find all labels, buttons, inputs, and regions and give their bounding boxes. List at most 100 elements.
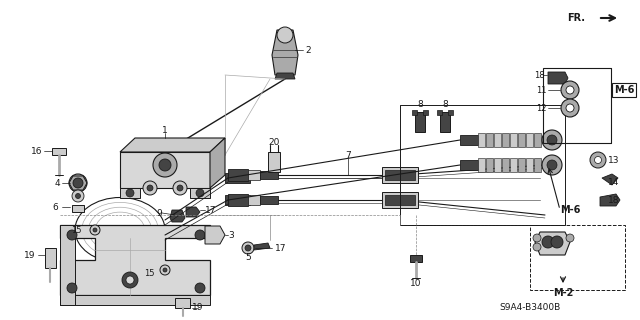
Circle shape	[242, 242, 254, 254]
Polygon shape	[382, 167, 418, 183]
Polygon shape	[205, 226, 225, 244]
Polygon shape	[460, 135, 478, 145]
Circle shape	[566, 86, 574, 94]
Circle shape	[542, 155, 562, 175]
Polygon shape	[410, 255, 422, 262]
Polygon shape	[478, 133, 485, 147]
Text: 13: 13	[608, 156, 620, 164]
Polygon shape	[486, 133, 493, 147]
Polygon shape	[502, 133, 509, 147]
Text: FR.: FR.	[567, 13, 585, 23]
Polygon shape	[510, 158, 517, 172]
Polygon shape	[60, 225, 210, 295]
Text: 2: 2	[305, 45, 310, 54]
Circle shape	[173, 181, 187, 195]
Polygon shape	[45, 248, 56, 268]
Text: 15: 15	[145, 268, 155, 277]
Polygon shape	[385, 195, 415, 205]
Circle shape	[533, 243, 541, 251]
Circle shape	[126, 276, 134, 284]
Polygon shape	[52, 148, 66, 155]
Circle shape	[126, 189, 134, 197]
Polygon shape	[534, 158, 541, 172]
Polygon shape	[248, 170, 260, 180]
Polygon shape	[225, 195, 250, 205]
Polygon shape	[228, 169, 248, 181]
Polygon shape	[518, 158, 525, 172]
Polygon shape	[526, 133, 533, 147]
Circle shape	[177, 185, 183, 191]
Text: M-2: M-2	[553, 288, 573, 298]
Circle shape	[595, 156, 602, 164]
Polygon shape	[72, 205, 84, 212]
Text: M-6: M-6	[614, 85, 634, 95]
Polygon shape	[272, 30, 298, 75]
Polygon shape	[385, 170, 415, 180]
Text: 6: 6	[52, 203, 58, 212]
Polygon shape	[260, 171, 278, 179]
Polygon shape	[486, 158, 493, 172]
Circle shape	[590, 152, 606, 168]
Polygon shape	[602, 174, 618, 185]
Text: 8: 8	[417, 100, 423, 108]
Polygon shape	[186, 207, 200, 217]
Bar	[543, 68, 611, 143]
Circle shape	[67, 230, 77, 240]
Polygon shape	[518, 133, 525, 147]
Text: 11: 11	[536, 85, 547, 94]
Polygon shape	[534, 133, 541, 147]
Circle shape	[69, 174, 87, 192]
Circle shape	[533, 234, 541, 242]
Text: 19: 19	[24, 251, 35, 260]
Text: 1: 1	[162, 125, 168, 134]
Circle shape	[547, 160, 557, 170]
Text: 3: 3	[228, 230, 234, 239]
Polygon shape	[210, 138, 225, 188]
Polygon shape	[494, 158, 501, 172]
Circle shape	[547, 135, 557, 145]
Circle shape	[245, 245, 251, 251]
Text: 17: 17	[275, 244, 287, 252]
Circle shape	[277, 27, 293, 43]
Text: 18: 18	[608, 196, 620, 204]
Circle shape	[67, 283, 77, 293]
Polygon shape	[248, 195, 260, 205]
Circle shape	[76, 194, 81, 198]
Circle shape	[551, 236, 563, 248]
Polygon shape	[254, 243, 270, 250]
Circle shape	[561, 99, 579, 117]
Bar	[530, 225, 625, 290]
Circle shape	[195, 230, 205, 240]
Polygon shape	[120, 152, 210, 188]
Circle shape	[153, 153, 177, 177]
Polygon shape	[228, 194, 248, 206]
Polygon shape	[268, 152, 280, 172]
Text: 18: 18	[534, 70, 545, 79]
Text: 9: 9	[156, 209, 162, 218]
Polygon shape	[502, 158, 509, 172]
Circle shape	[147, 185, 153, 191]
Text: 16: 16	[31, 147, 42, 156]
Polygon shape	[600, 194, 620, 206]
Polygon shape	[382, 192, 418, 208]
Text: 14: 14	[608, 178, 620, 187]
Circle shape	[542, 130, 562, 150]
Polygon shape	[494, 133, 501, 147]
Circle shape	[159, 159, 171, 171]
Text: 8: 8	[442, 100, 448, 108]
Polygon shape	[440, 112, 450, 132]
Polygon shape	[175, 298, 190, 308]
Text: 4: 4	[54, 179, 60, 188]
Polygon shape	[460, 160, 478, 170]
Polygon shape	[260, 196, 278, 204]
Text: 15: 15	[72, 226, 82, 235]
Text: 17: 17	[205, 205, 216, 214]
Polygon shape	[120, 138, 225, 152]
Text: 7: 7	[345, 150, 351, 159]
Circle shape	[195, 283, 205, 293]
Polygon shape	[275, 73, 295, 79]
Text: M-6: M-6	[560, 205, 580, 215]
Circle shape	[93, 228, 97, 232]
Polygon shape	[120, 188, 140, 198]
Circle shape	[143, 181, 157, 195]
